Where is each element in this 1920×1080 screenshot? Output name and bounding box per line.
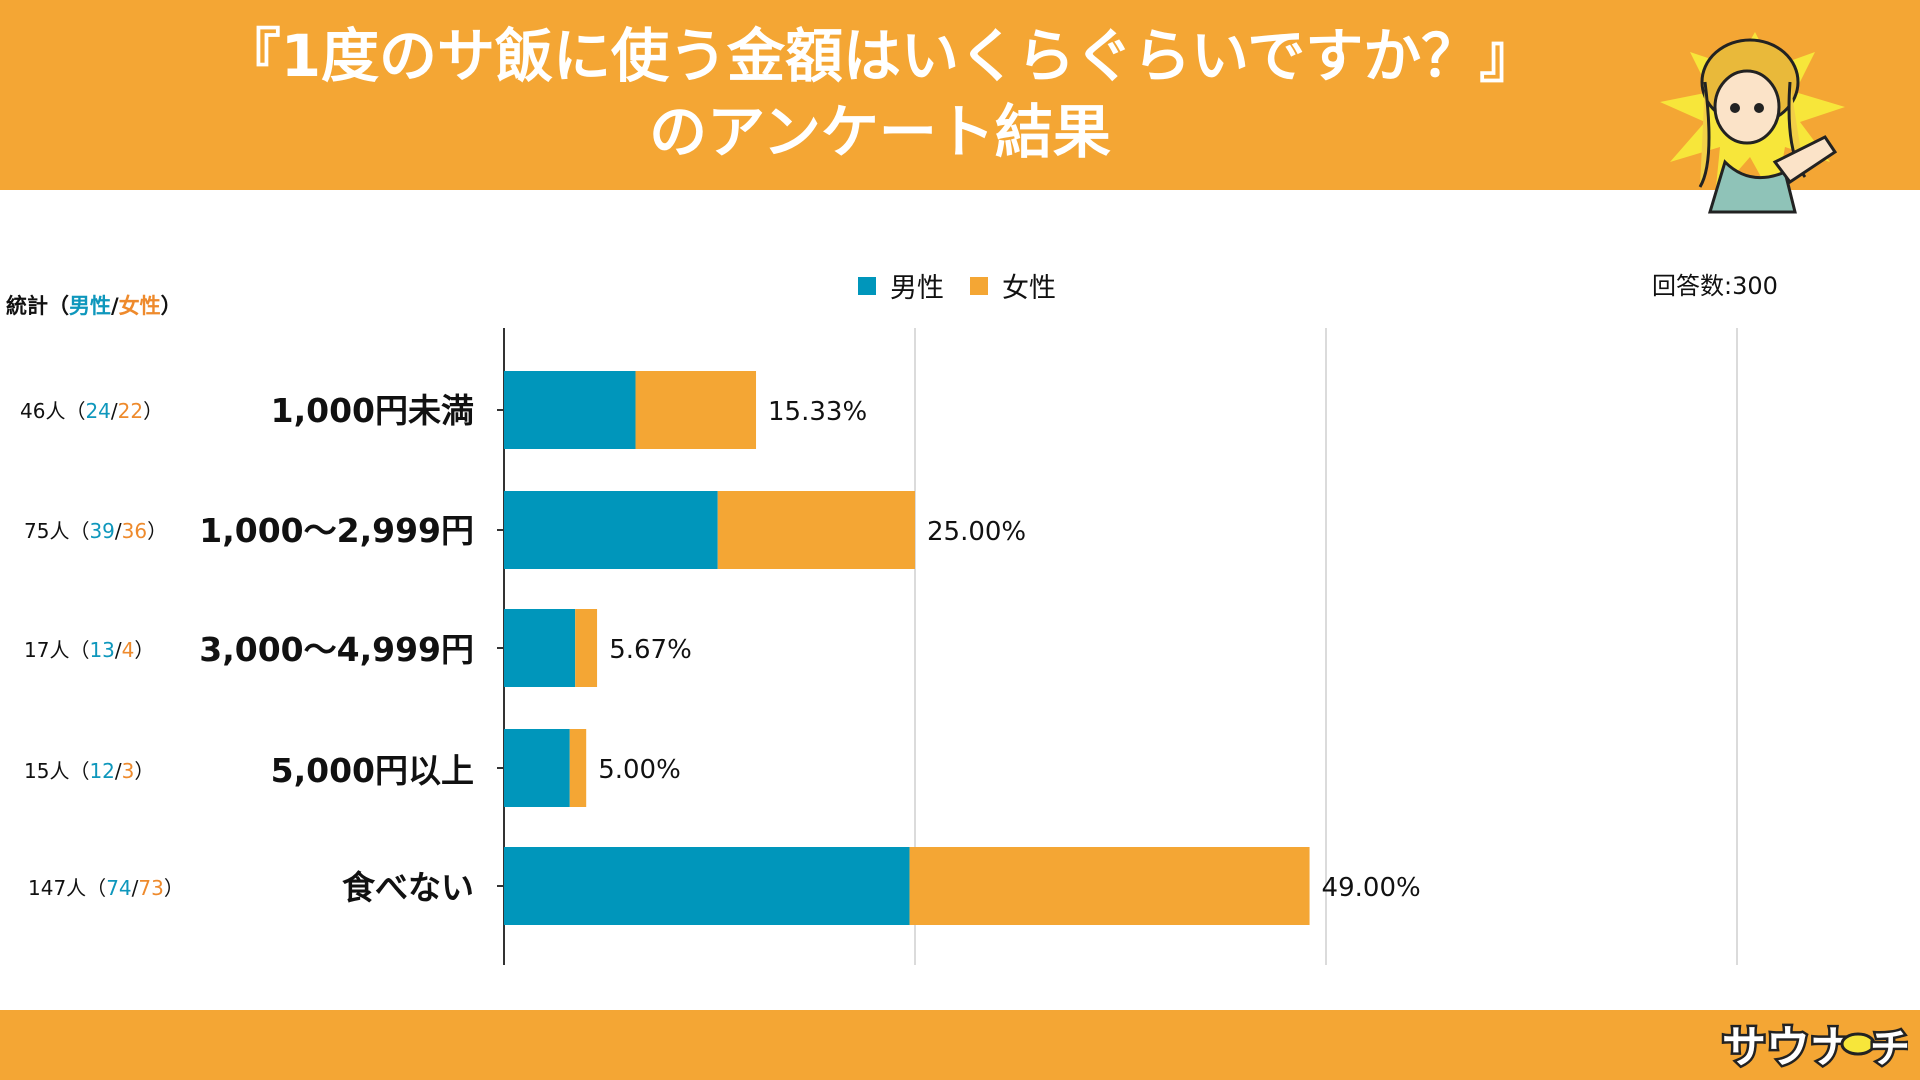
bar-segment-female <box>575 609 598 687</box>
legend-label-male: 男性 <box>890 273 944 304</box>
count-total: 147人（ <box>28 876 107 900</box>
category-label: 1,000円未満 <box>270 391 474 430</box>
stats-heading-male: 男性 <box>69 294 111 318</box>
count-total: 75人（ <box>24 519 90 543</box>
count-slash: / <box>114 759 122 783</box>
data-label-total: 25.00% <box>927 517 1026 547</box>
count-close: ） <box>134 638 155 662</box>
category-label: 5,000円以上 <box>270 751 474 790</box>
bar-segment-female <box>569 729 587 807</box>
bar-segment-female <box>717 491 915 569</box>
legend-swatch-male <box>858 276 876 295</box>
count-slash: / <box>131 876 139 900</box>
count-slash: / <box>114 519 122 543</box>
count-male: 12 <box>89 759 115 783</box>
count-female: 3 <box>121 759 135 783</box>
bar-segment-female <box>909 847 1310 925</box>
count-total: 46人（ <box>20 399 86 423</box>
count-total: 17人（ <box>24 638 90 662</box>
count-label: 17人（13/4） <box>24 634 154 663</box>
bar-segment-male <box>504 729 570 807</box>
stats-heading-suffix: ） <box>160 294 182 318</box>
count-close: ） <box>163 876 184 900</box>
legend-label-female: 女性 <box>1002 273 1056 304</box>
bar-segment-male <box>504 609 576 687</box>
bar-segment-male <box>504 847 910 925</box>
count-male: 13 <box>89 638 115 662</box>
data-label-total: 5.00% <box>598 755 681 785</box>
bar-segment-female <box>635 371 757 449</box>
title-line-2: のアンケート結果 <box>649 98 1111 166</box>
stats-heading-slash: / <box>111 294 119 318</box>
count-label: 75人（39/36） <box>24 515 167 544</box>
category-label: 食べない <box>342 868 474 907</box>
chart-legend: 男性 女性 <box>0 266 1920 306</box>
category-label: 3,000〜4,999円 <box>199 630 474 669</box>
svg-text:チ: チ <box>1870 1026 1908 1072</box>
count-female: 36 <box>121 519 148 543</box>
bar-segment-male <box>504 371 636 449</box>
count-close: ） <box>143 399 164 423</box>
data-label-total: 49.00% <box>1322 873 1421 903</box>
count-male: 39 <box>89 519 115 543</box>
count-slash: / <box>110 399 118 423</box>
header-banner <box>0 0 1920 190</box>
data-label-total: 15.33% <box>768 397 867 427</box>
bar-segment-male <box>504 491 718 569</box>
stats-heading-prefix: 統計（ <box>6 294 69 318</box>
count-label: 147人（74/73） <box>28 872 184 901</box>
stats-heading-female: 女性 <box>118 294 161 318</box>
svg-text:サウナ: サウナ <box>1722 1022 1854 1073</box>
count-female: 22 <box>117 399 144 423</box>
page-title: 『1度のサ飯に使う金額はいくらぐらいですか？』 のアンケート結果 <box>120 18 1640 170</box>
legend-item-male: 男性 <box>858 266 944 305</box>
mascot-illustration <box>1660 32 1845 214</box>
count-total: 15人（ <box>24 759 90 783</box>
count-label: 46人（24/22） <box>20 395 163 424</box>
count-female: 73 <box>138 876 164 900</box>
data-label-total: 5.67% <box>609 635 692 665</box>
legend-swatch-female <box>970 276 988 295</box>
count-close: ） <box>134 759 155 783</box>
count-slash: / <box>114 638 122 662</box>
title-line-1: 『1度のサ飯に使う金額はいくらぐらいですか？』 <box>222 22 1538 90</box>
count-male: 24 <box>85 399 111 423</box>
brand-logo: サウナ チ <box>1720 1020 1909 1075</box>
respondent-count: 回答数:300 <box>1652 272 1778 300</box>
count-close: ） <box>147 519 168 543</box>
stats-heading: 統計（男性/女性） <box>6 290 182 320</box>
count-label: 15人（12/3） <box>24 755 154 784</box>
footer-band <box>0 1010 1920 1080</box>
legend-item-female: 女性 <box>970 266 1056 305</box>
count-male: 74 <box>106 876 132 900</box>
count-female: 4 <box>121 638 135 662</box>
category-label: 1,000〜2,999円 <box>199 511 474 550</box>
